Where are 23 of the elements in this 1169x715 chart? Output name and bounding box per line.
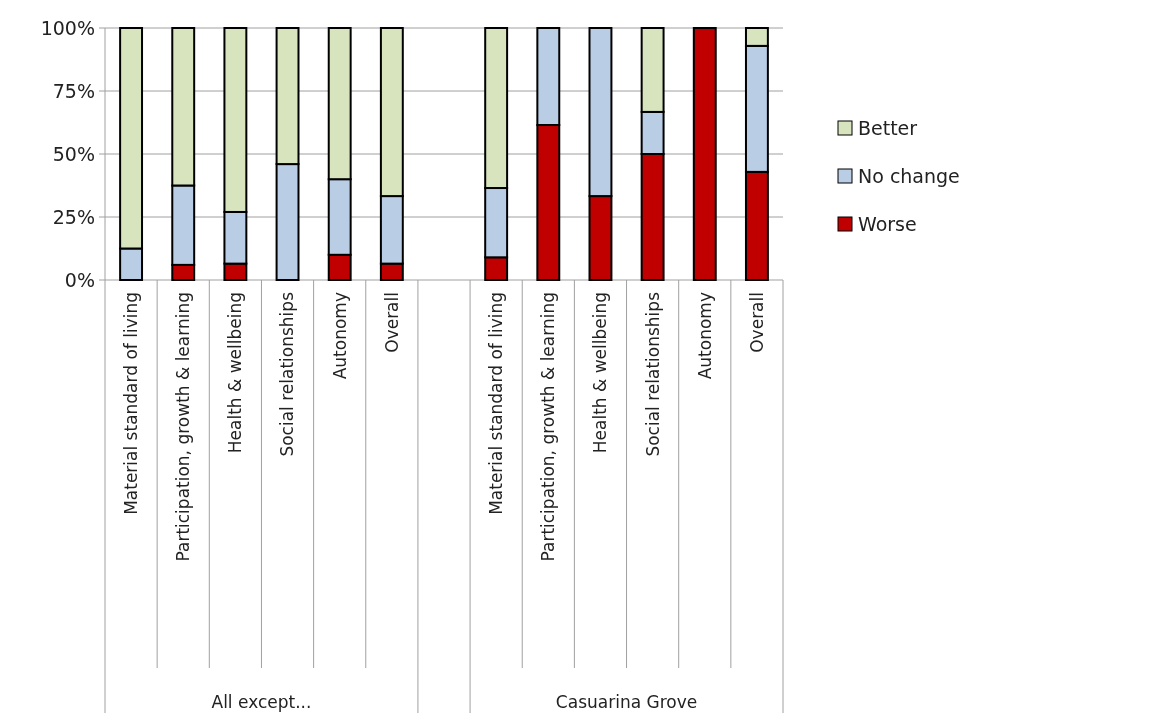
x-tick-label: Overall — [381, 292, 402, 353]
y-tick-label: 50% — [52, 142, 95, 165]
x-tick-label: Overall — [746, 292, 767, 353]
x-tick-label: Autonomy — [694, 292, 715, 380]
bar — [692, 27, 717, 281]
y-tick-label: 75% — [52, 79, 95, 102]
x-tick-label: Autonomy — [329, 292, 350, 380]
x-tick-label: Social relationships — [277, 291, 298, 457]
legend-label: No change — [858, 164, 960, 187]
y-tick-label: 100% — [40, 16, 95, 39]
x-tick-label: Material standard of living — [121, 292, 142, 515]
x-tick-label: Health & wellbeing — [225, 292, 246, 454]
y-tick-label: 25% — [52, 205, 95, 228]
y-tick-label: 0% — [64, 268, 95, 291]
legend-label: Worse — [858, 212, 917, 235]
x-tick-label: Health & wellbeing — [590, 292, 611, 454]
x-tick-label: Material standard of living — [486, 292, 507, 515]
legend-label: Better — [858, 116, 918, 139]
x-tick-label: Participation, growth & learning — [538, 292, 559, 562]
text: Casuarina Grove — [555, 692, 698, 712]
x-tick-label: Participation, growth & learning — [173, 292, 194, 562]
x-tick-label: Social relationships — [642, 291, 663, 457]
text: All except... — [211, 692, 312, 712]
